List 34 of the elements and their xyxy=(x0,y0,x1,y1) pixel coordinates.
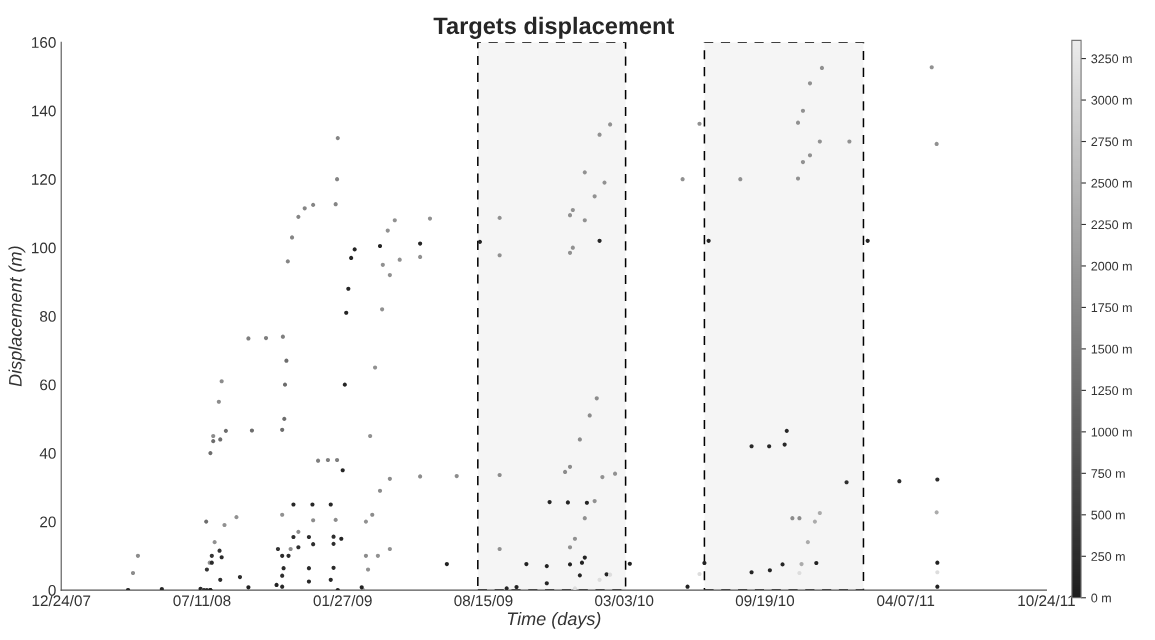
y-tick-label: 0 xyxy=(48,584,56,596)
color-bar-label: 1500 m xyxy=(1091,344,1132,354)
color-bar-label: 250 m xyxy=(1091,552,1125,561)
color-bar-label: 0 m xyxy=(1091,593,1111,603)
x-tick-label: 07/11/08 xyxy=(173,594,231,607)
y-tick-label: 160 xyxy=(32,37,56,48)
color-bar-label: 1000 m xyxy=(1091,427,1132,437)
y-axis-title: Displacement (m) xyxy=(8,246,26,387)
y-tick-label: 40 xyxy=(39,447,56,459)
x-tick-label: 09/19/10 xyxy=(735,594,795,607)
color-bar-label: 500 m xyxy=(1091,510,1125,520)
y-tick-label: 100 xyxy=(32,242,56,254)
y-tick-label: 60 xyxy=(40,379,56,391)
color-bar-label: 2750 m xyxy=(1091,137,1132,147)
y-tick-label: 80 xyxy=(40,311,56,322)
y-tick-label: 140 xyxy=(32,105,56,117)
x-tick-label: 08/15/09 xyxy=(454,594,513,607)
color-bar-label: 1750 m xyxy=(1091,303,1132,313)
x-tick-label: 01/27/09 xyxy=(313,594,372,607)
y-tick-label: 20 xyxy=(40,516,56,528)
x-tick-label: 04/07/11 xyxy=(877,594,935,607)
color-bar-label: 2500 m xyxy=(1091,178,1132,188)
color-bar-label: 2000 m xyxy=(1091,261,1132,271)
chart-title: Targets displacement xyxy=(433,16,675,39)
color-bar-label: 2250 m xyxy=(1091,220,1132,230)
color-bar-label: 3250 m xyxy=(1091,54,1132,64)
color-bar-label: 1250 m xyxy=(1091,386,1132,396)
x-tick-label: 12/24/07 xyxy=(32,594,91,607)
color-bar-label: 750 m xyxy=(1091,469,1125,478)
y-tick-label: 120 xyxy=(32,174,56,185)
color-bar-label: 3000 m xyxy=(1091,95,1132,105)
x-axis-title: Time (days) xyxy=(507,611,601,629)
x-tick-label: 10/24/11 xyxy=(1018,594,1075,607)
x-tick-label: 03/03/10 xyxy=(595,594,654,607)
